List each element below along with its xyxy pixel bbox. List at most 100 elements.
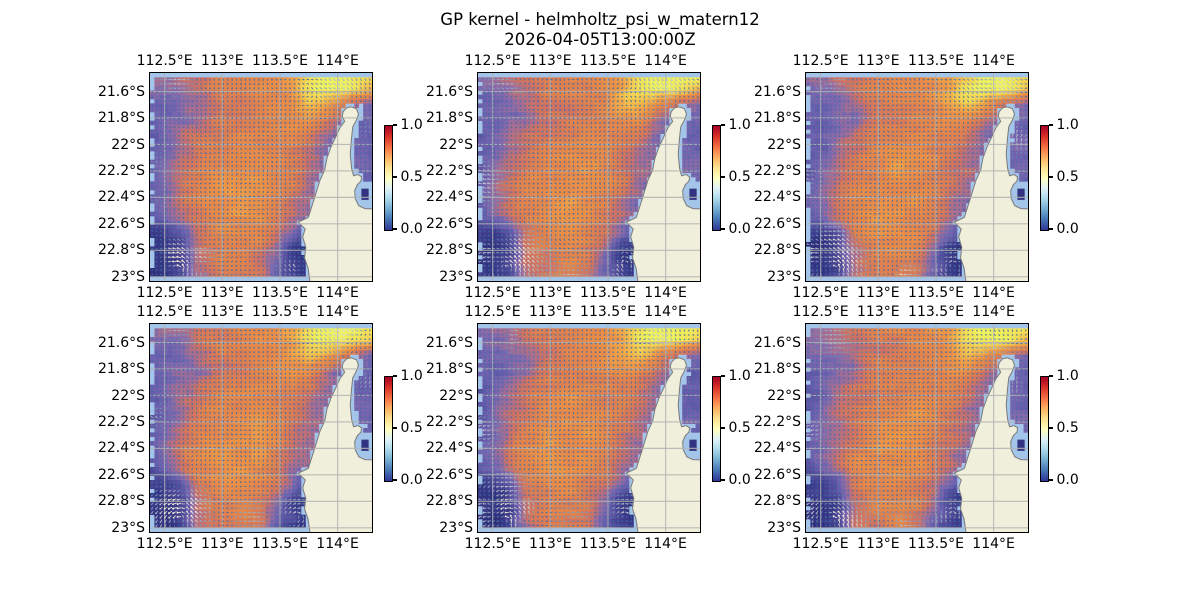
map-canvas bbox=[806, 73, 1028, 281]
colorbar-gradient bbox=[712, 376, 721, 482]
colorbar-tick-label: 0.5 bbox=[1056, 420, 1079, 436]
colorbar-tick-label: 0.0 bbox=[1056, 472, 1079, 488]
x-tick-label-bottom: 112.5°E bbox=[792, 285, 849, 301]
colorbar-tick-label: 0.0 bbox=[728, 221, 751, 237]
x-tick-label-bottom: 113°E bbox=[857, 536, 900, 552]
colorbar: 1.0 0.5 0.0 bbox=[384, 368, 444, 488]
x-tick-label-bottom: 112.5°E bbox=[464, 536, 521, 552]
y-tick-label: 22°S bbox=[111, 387, 145, 404]
subplot-r2c1: 112.5°E 113°E 113.5°E 114°E 112.5°E 113°… bbox=[98, 304, 423, 552]
x-tick-label-bottom: 113.5°E bbox=[908, 536, 964, 552]
x-tick-label-bottom: 113.5°E bbox=[908, 285, 964, 301]
y-tick-label: 21.8°S bbox=[753, 361, 801, 377]
y-tick-label: 23°S bbox=[439, 519, 473, 536]
colorbar-tick bbox=[1049, 375, 1053, 377]
x-tick-label-top: 112.5°E bbox=[792, 53, 849, 69]
y-tick-label: 22.6°S bbox=[753, 215, 801, 232]
y-tick-label: 22.2°S bbox=[425, 413, 473, 430]
x-tick-label-top: 113°E bbox=[857, 304, 900, 320]
x-tick-label-top: 114°E bbox=[316, 304, 359, 320]
y-tick-label: 21.6°S bbox=[425, 334, 473, 351]
y-tick-label: 22.8°S bbox=[97, 242, 145, 259]
y-tick-label: 22.2°S bbox=[425, 162, 473, 179]
colorbar: 1.0 0.5 0.0 bbox=[712, 368, 772, 488]
y-tick-label: 22.2°S bbox=[97, 413, 145, 430]
colorbar-tick bbox=[1049, 124, 1053, 126]
x-tick-label-bottom: 113°E bbox=[201, 285, 244, 301]
colorbar-gradient bbox=[1040, 125, 1049, 231]
colorbar-tick bbox=[393, 479, 397, 481]
y-tick-label: 21.6°S bbox=[97, 334, 145, 351]
subplot-r1c2: 112.5°E 113°E 113.5°E 114°E 112.5°E 113°… bbox=[426, 53, 751, 301]
colorbar-tick bbox=[721, 176, 725, 178]
y-tick-label: 22.4°S bbox=[753, 440, 801, 457]
colorbar-tick bbox=[1049, 479, 1053, 481]
colorbar-tick bbox=[721, 124, 725, 126]
colorbar-tick-label: 1.0 bbox=[1056, 368, 1079, 384]
map-canvas bbox=[478, 324, 700, 532]
colorbar-tick-label: 1.0 bbox=[400, 368, 423, 384]
colorbar: 1.0 0.5 0.0 bbox=[712, 117, 772, 237]
x-tick-label-bottom: 113.5°E bbox=[252, 285, 308, 301]
colorbar-tick bbox=[1049, 427, 1053, 429]
colorbar-tick-label: 0.5 bbox=[400, 169, 423, 185]
y-tick-label: 23°S bbox=[439, 268, 473, 285]
colorbar-tick-label: 1.0 bbox=[728, 117, 751, 133]
y-tick-label: 23°S bbox=[767, 519, 801, 536]
x-tick-label-top: 114°E bbox=[644, 53, 687, 69]
x-tick-label-top: 112.5°E bbox=[136, 304, 193, 320]
x-tick-label-top: 113.5°E bbox=[252, 304, 308, 320]
y-tick-label: 21.6°S bbox=[97, 83, 145, 100]
x-tick-label-bottom: 114°E bbox=[972, 536, 1015, 552]
y-tick-label: 22.4°S bbox=[97, 189, 145, 206]
x-tick-label-bottom: 113.5°E bbox=[580, 285, 636, 301]
x-tick-label-bottom: 114°E bbox=[972, 285, 1015, 301]
colorbar-tick bbox=[393, 375, 397, 377]
colorbar-tick-label: 0.0 bbox=[1056, 221, 1079, 237]
subplot-r2c3: 112.5°E 113°E 113.5°E 114°E 112.5°E 113°… bbox=[754, 304, 1079, 552]
colorbar: 1.0 0.5 0.0 bbox=[1040, 117, 1100, 237]
figure-title: GP kernel - helmholtz_psi_w_matern12 202… bbox=[0, 10, 1200, 50]
y-tick-label: 22.8°S bbox=[753, 493, 801, 510]
x-tick-label-bottom: 113.5°E bbox=[252, 536, 308, 552]
colorbar-tick bbox=[1049, 176, 1053, 178]
y-tick-label: 21.6°S bbox=[753, 334, 801, 351]
x-tick-label-top: 112.5°E bbox=[792, 304, 849, 320]
colorbar-tick bbox=[393, 427, 397, 429]
y-tick-label: 22°S bbox=[767, 387, 801, 404]
y-tick-label: 23°S bbox=[111, 519, 145, 536]
y-tick-label: 22.6°S bbox=[753, 466, 801, 483]
colorbar-tick bbox=[393, 176, 397, 178]
y-tick-label: 21.8°S bbox=[425, 110, 473, 126]
y-tick-label: 22.8°S bbox=[425, 493, 473, 510]
x-tick-label-bottom: 113.5°E bbox=[580, 536, 636, 552]
y-tick-label: 22.2°S bbox=[97, 162, 145, 179]
x-tick-label-top: 113°E bbox=[201, 304, 244, 320]
subplot-r1c3: 112.5°E 113°E 113.5°E 114°E 112.5°E 113°… bbox=[754, 53, 1079, 301]
y-tick-label: 22°S bbox=[439, 387, 473, 404]
subplot-r1c1: 112.5°E 113°E 113.5°E 114°E 112.5°E 113°… bbox=[98, 53, 423, 301]
y-tick-label: 21.6°S bbox=[425, 83, 473, 100]
colorbar-tick bbox=[721, 375, 725, 377]
map-canvas bbox=[150, 324, 372, 532]
colorbar-tick-label: 0.0 bbox=[728, 472, 751, 488]
y-tick-label: 22.4°S bbox=[753, 189, 801, 206]
x-tick-label-bottom: 114°E bbox=[316, 536, 359, 552]
colorbar-tick-label: 0.5 bbox=[1056, 169, 1079, 185]
x-tick-label-top: 113.5°E bbox=[908, 304, 964, 320]
colorbar-tick-label: 0.5 bbox=[400, 420, 423, 436]
colorbar-tick bbox=[1049, 228, 1053, 230]
y-tick-label: 22.4°S bbox=[97, 440, 145, 457]
colorbar-tick bbox=[721, 479, 725, 481]
y-tick-label: 23°S bbox=[111, 268, 145, 285]
y-tick-label: 22.6°S bbox=[425, 215, 473, 232]
figure-title-line2: 2026-04-05T13:00:00Z bbox=[504, 30, 696, 49]
x-tick-label-bottom: 113°E bbox=[529, 285, 572, 301]
x-tick-label-bottom: 113°E bbox=[201, 536, 244, 552]
colorbar-gradient bbox=[384, 125, 393, 231]
x-tick-label-bottom: 112.5°E bbox=[136, 536, 193, 552]
y-tick-label: 22.8°S bbox=[425, 242, 473, 259]
colorbar-gradient bbox=[712, 125, 721, 231]
x-tick-label-top: 112.5°E bbox=[136, 53, 193, 69]
x-tick-label-top: 114°E bbox=[972, 304, 1015, 320]
